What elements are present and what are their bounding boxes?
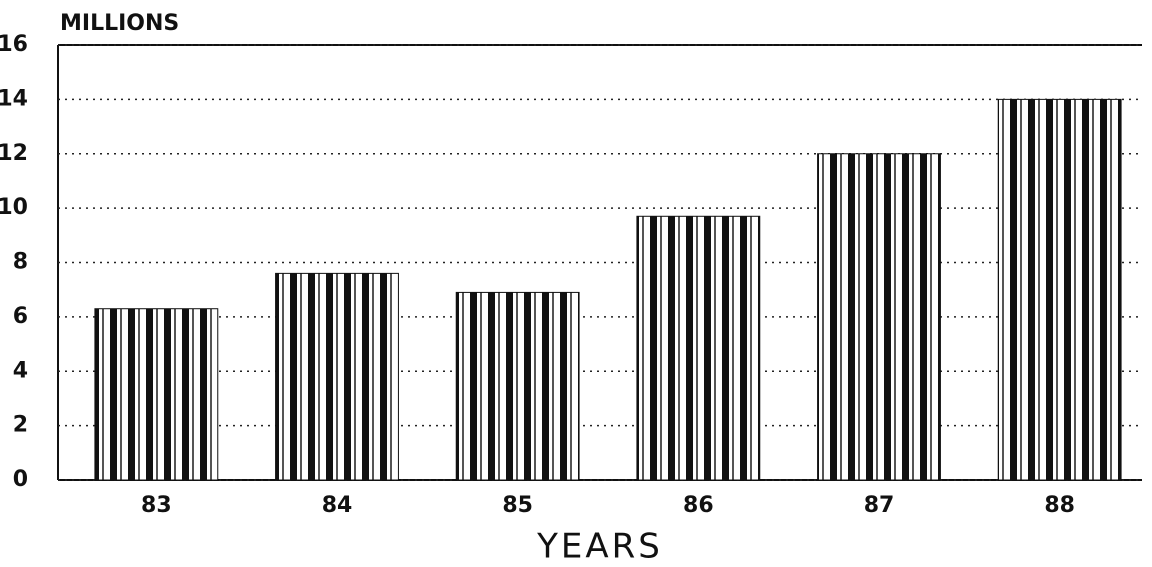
y-tick-label: 14 [0, 86, 28, 111]
bar [455, 291, 580, 481]
bar [997, 98, 1122, 481]
bar [636, 215, 761, 481]
y-axis-label: MILLIONS [60, 11, 179, 36]
x-tick-label: 85 [502, 493, 533, 518]
x-tick-label: 88 [1044, 493, 1075, 518]
y-tick-label: 16 [0, 32, 28, 57]
bar [94, 308, 219, 481]
y-tick-label: 2 [13, 413, 28, 438]
y-tick-label: 4 [13, 358, 28, 383]
y-tick-label: 12 [0, 141, 28, 166]
bar [275, 272, 399, 481]
y-tick-label: 6 [13, 304, 28, 329]
y-tick-label: 0 [13, 467, 28, 492]
y-tick-label: 8 [13, 250, 28, 275]
x-axis-label: YEARS [536, 527, 663, 567]
x-tick-label: 83 [141, 493, 172, 518]
y-tick-label: 10 [0, 195, 28, 220]
x-tick-label: 84 [322, 493, 353, 518]
x-tick-label: 87 [864, 493, 895, 518]
x-tick-label: 86 [683, 493, 714, 518]
bar [817, 153, 941, 481]
